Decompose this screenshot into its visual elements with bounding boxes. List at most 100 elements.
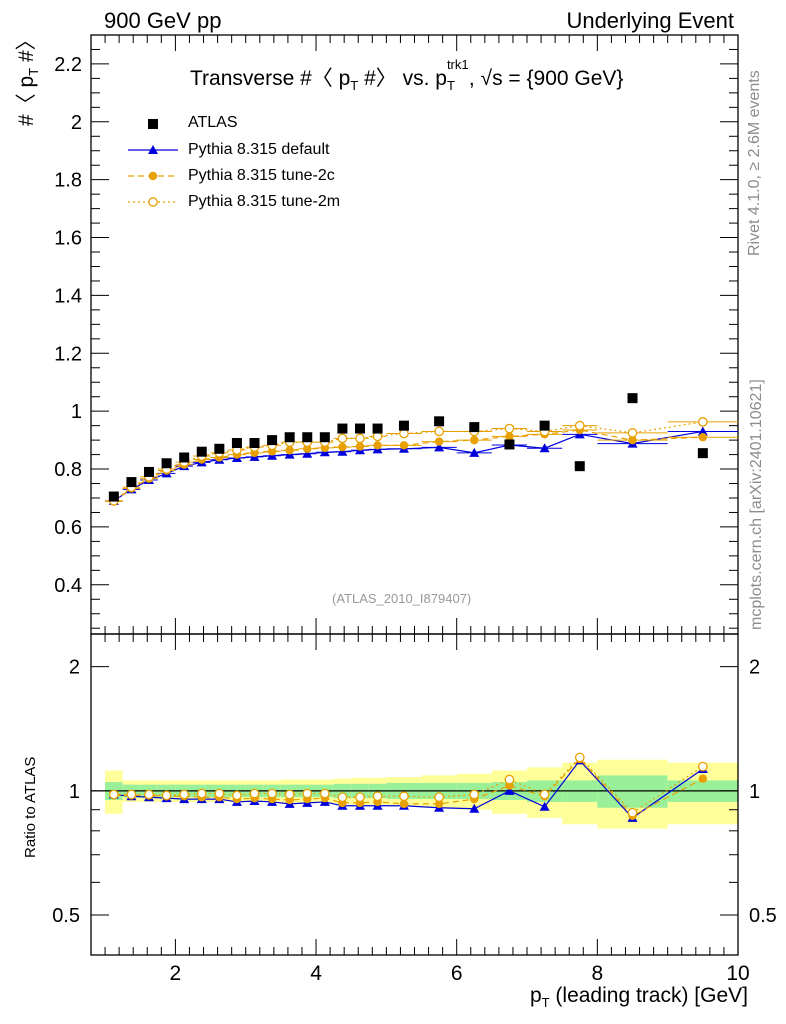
ratio-point-tune-2m bbox=[627, 807, 638, 818]
data-point-tune-2c bbox=[373, 441, 382, 450]
data-point-tune-2m bbox=[574, 420, 585, 431]
y-tick-label-main: 1 bbox=[71, 401, 82, 423]
y-axis-label-main: #〈 pT #〉 bbox=[15, 29, 42, 126]
ratio-point-tune-2m bbox=[469, 789, 480, 800]
y-tick-label-ratio-right: 1 bbox=[749, 781, 760, 803]
x-tick-label: 10 bbox=[726, 962, 749, 985]
data-point-atlas bbox=[434, 416, 445, 427]
mcplots-reference-label: mcplots.cern.ch [arXiv:2401.10621] bbox=[748, 379, 765, 630]
data-point-tune-2m bbox=[504, 423, 515, 434]
ratio-point-tune-2m bbox=[574, 752, 585, 763]
ratio-point-tune-2m bbox=[372, 791, 383, 802]
ratio-point-tune-2m bbox=[319, 788, 330, 799]
data-point-atlas bbox=[319, 432, 330, 443]
y-tick-label-main: 1.2 bbox=[54, 343, 82, 365]
legend-marker-atlas bbox=[148, 119, 158, 129]
ratio-line-tune-2c bbox=[113, 758, 704, 817]
ratio-point-default bbox=[539, 801, 550, 811]
data-point-atlas bbox=[267, 435, 278, 446]
ratio-point-tune-2m bbox=[161, 790, 172, 801]
y-tick-label-main: 2.2 bbox=[54, 54, 82, 76]
y-tick-label-ratio-right: 2 bbox=[749, 657, 760, 679]
data-point-atlas bbox=[196, 446, 207, 457]
data-point-tune-2m bbox=[627, 428, 638, 438]
ratio-line-tune-2m bbox=[113, 756, 704, 814]
ratio-point-tune-2m bbox=[697, 761, 708, 772]
data-point-atlas bbox=[469, 422, 480, 433]
data-point-tune-2c bbox=[355, 442, 365, 451]
header-right-label: Underlying Event bbox=[566, 8, 734, 33]
rivet-version-label: Rivet 4.1.0, ≥ 2.6M events bbox=[746, 70, 763, 256]
ratio-point-tune-2m bbox=[302, 788, 313, 799]
ratio-point-tune-2m bbox=[249, 788, 260, 799]
y-tick-label-main: 1.6 bbox=[54, 228, 82, 250]
ratio-point-tune-2m bbox=[434, 792, 444, 803]
data-point-tune-2c bbox=[285, 446, 294, 455]
data-point-atlas bbox=[302, 432, 313, 443]
data-point-atlas bbox=[231, 438, 242, 449]
y-tick-label-main: 1.4 bbox=[54, 285, 82, 307]
ratio-point-tune-2m bbox=[267, 788, 277, 799]
x-tick-label: 8 bbox=[592, 962, 604, 985]
data-point-atlas bbox=[337, 423, 348, 434]
data-point-tune-2c bbox=[628, 435, 637, 445]
x-axis-label: pT (leading track) [GeV] bbox=[529, 984, 748, 1011]
data-point-atlas bbox=[574, 461, 585, 472]
ratio-point-tune-2m bbox=[539, 789, 550, 800]
data-point-atlas bbox=[398, 420, 409, 431]
data-point-atlas bbox=[161, 458, 172, 469]
data-point-tune-2c bbox=[399, 441, 409, 450]
legend-marker-tune-2c bbox=[148, 171, 158, 181]
data-point-default bbox=[302, 448, 313, 458]
data-point-atlas bbox=[126, 477, 137, 488]
legend-label-tune-2m: Pythia 8.315 tune-2m bbox=[188, 193, 341, 210]
ratio-point-tune-2m bbox=[355, 792, 365, 803]
data-point-atlas bbox=[249, 438, 260, 449]
ratio-point-default bbox=[469, 803, 480, 813]
data-point-tune-2m bbox=[355, 433, 365, 444]
data-point-atlas bbox=[697, 448, 708, 459]
data-point-atlas bbox=[539, 420, 550, 431]
data-point-atlas bbox=[179, 452, 190, 463]
data-point-atlas bbox=[504, 439, 515, 450]
ratio-point-tune-2m bbox=[337, 792, 348, 803]
data-point-atlas bbox=[627, 393, 638, 404]
data-point-atlas bbox=[372, 423, 383, 434]
data-point-default bbox=[469, 447, 480, 457]
chart-title: Transverse #〈 pT #〉 vs. p trk1 T, √s = {90… bbox=[190, 57, 624, 94]
ratio-point-tune-2c bbox=[434, 799, 444, 809]
data-point-tune-2c bbox=[338, 442, 347, 452]
data-point-atlas bbox=[108, 491, 119, 502]
ratio-point-tune-2m bbox=[284, 789, 295, 800]
y-tick-label-main: 1.8 bbox=[54, 170, 82, 192]
data-point-tune-2m bbox=[697, 417, 708, 427]
ratio-point-tune-2c bbox=[698, 774, 708, 783]
data-point-tune-2c bbox=[434, 437, 444, 446]
data-point-atlas bbox=[354, 423, 365, 434]
ratio-point-tune-2m bbox=[109, 789, 119, 800]
y-tick-label-ratio-left: 1 bbox=[69, 781, 80, 803]
header-left-label: 900 GeV pp bbox=[104, 8, 222, 33]
legend-marker-default bbox=[148, 145, 158, 154]
ratio-point-tune-2m bbox=[196, 788, 207, 799]
y-tick-label-ratio-left: 2 bbox=[69, 657, 80, 679]
y-tick-label-main: 2 bbox=[71, 112, 82, 134]
y-axis-label-ratio: Ratio to ATLAS bbox=[22, 756, 39, 858]
ratio-point-tune-2m bbox=[232, 790, 242, 801]
data-point-tune-2c bbox=[698, 433, 708, 442]
data-point-atlas bbox=[214, 443, 225, 454]
ratio-point-tune-2m bbox=[179, 789, 190, 800]
x-tick-label: 2 bbox=[170, 962, 182, 985]
data-point-tune-2c bbox=[505, 432, 514, 441]
data-point-tune-2c bbox=[470, 435, 479, 445]
y-tick-label-ratio-right: 0.5 bbox=[749, 905, 777, 927]
data-point-atlas bbox=[144, 466, 155, 477]
ratio-point-tune-2m bbox=[126, 789, 137, 800]
analysis-tag: (ATLAS_2010_I879407) bbox=[332, 591, 472, 606]
y-tick-label-main: 0.4 bbox=[54, 575, 82, 597]
data-point-default bbox=[539, 443, 550, 453]
x-tick-label: 4 bbox=[310, 962, 322, 985]
ratio-point-tune-2m bbox=[144, 789, 154, 800]
data-point-tune-2m bbox=[434, 426, 444, 437]
data-point-default bbox=[434, 442, 445, 452]
